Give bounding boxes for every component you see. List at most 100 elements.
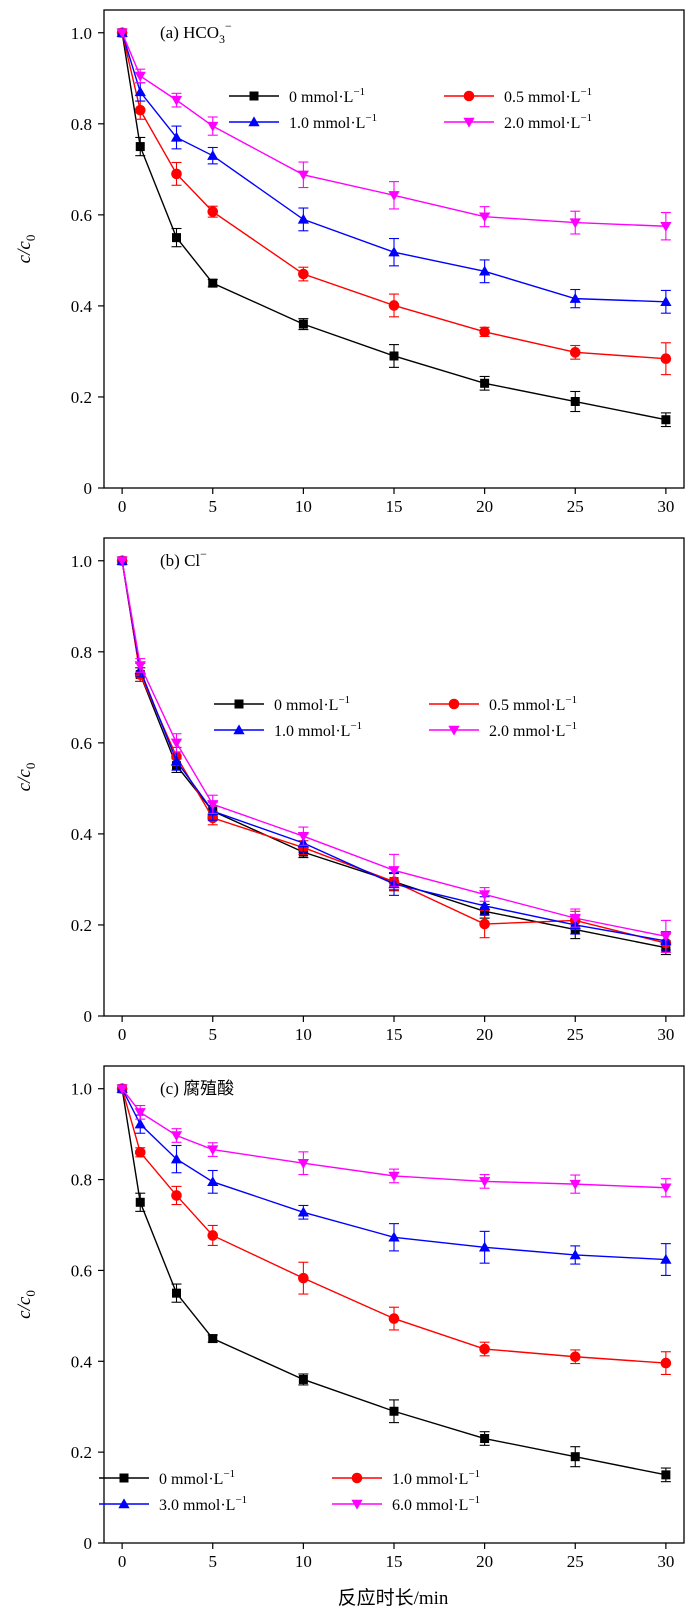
legend-label: 1.0 mmol·L−1 (274, 720, 362, 740)
data-point (569, 1179, 581, 1190)
y-tick-label: 0 (84, 479, 93, 498)
data-point (134, 71, 146, 82)
chart-panel-3: 0 5 10 15 20 25 30 0 0.2 0.4 0.6 0.8 1.0 c/c0 (c) 腐殖酸 0… (14, 1065, 685, 1571)
data-point (207, 1145, 219, 1156)
data-point (661, 1470, 671, 1480)
x-tick-label: 15 (386, 1025, 403, 1044)
x-tick-label: 25 (567, 497, 584, 516)
x-tick-label: 10 (295, 497, 312, 516)
data-point (570, 1452, 580, 1462)
x-axis-title: 反应时长/min (338, 1587, 449, 1609)
legend-label: 0.5 mmol·L−1 (489, 694, 577, 714)
x-tick-label: 15 (386, 497, 403, 516)
legend: 0 mmol·L−1 1.0 mmol·L−1 3.0 mmol·L−1 6.0 mm… (99, 1468, 480, 1514)
data-point (297, 170, 309, 181)
data-point (208, 278, 218, 288)
legend-label: 2.0 mmol·L−1 (504, 112, 592, 132)
data-point (479, 900, 491, 911)
data-point (479, 265, 491, 276)
x-tick-label: 20 (476, 497, 493, 516)
data-point (170, 131, 183, 142)
data-point (207, 150, 219, 160)
y-tick-label: 0.6 (71, 206, 92, 225)
data-point (207, 800, 219, 810)
legend-label: 0 mmol·L−1 (289, 86, 365, 106)
data-point (569, 292, 581, 303)
data-point (388, 191, 400, 201)
data-point (298, 268, 309, 280)
y-tick-label: 0.8 (71, 115, 92, 134)
data-point (389, 1406, 399, 1416)
legend-marker (463, 117, 475, 128)
x-tick-label: 30 (657, 1025, 674, 1044)
series-4 (116, 556, 672, 953)
data-point (569, 218, 581, 229)
y-tick-label: 1.0 (71, 552, 92, 571)
legend-marker (234, 699, 244, 709)
x-tick-label: 0 (118, 1025, 127, 1044)
data-point (172, 1288, 181, 1298)
x-tick-label: 20 (476, 1025, 493, 1044)
y-tick-label: 0 (84, 1007, 93, 1026)
legend-marker (248, 116, 260, 127)
x-tick-label: 20 (476, 1552, 493, 1571)
legend-label: 1.0 mmol·L−1 (392, 1468, 480, 1488)
data-point (569, 1249, 581, 1260)
data-point (479, 1241, 491, 1252)
data-point (480, 1434, 490, 1444)
y-axis-title: c/c0 (14, 1290, 38, 1319)
data-point (135, 1197, 145, 1207)
data-point (171, 1190, 182, 1201)
chart-panel-2: 0 5 10 15 20 25 30 0 0.2 0.4 0.6 0.8 1.0 c/c0 (b) Cl− 0… (14, 537, 685, 1044)
data-point (569, 913, 581, 924)
data-point (388, 1231, 400, 1242)
legend-marker (448, 698, 460, 710)
x-tick-label: 25 (567, 1025, 584, 1044)
legend-label: 6.0 mmol·L−1 (392, 1494, 480, 1514)
series-3 (116, 1083, 672, 1276)
y-axis-title: c/c0 (14, 235, 38, 264)
y-tick-label: 0.2 (71, 916, 92, 935)
y-tick-label: 0.2 (71, 388, 92, 407)
data-point (207, 206, 219, 217)
series-4 (116, 28, 672, 241)
y-axis-title: c/c0 (14, 763, 38, 792)
legend-marker (463, 90, 475, 102)
y-tick-label: 0.6 (71, 734, 92, 753)
data-point (170, 1153, 183, 1164)
panel-label: (c) 腐殖酸 (160, 1079, 234, 1098)
legend-label: 0 mmol·L−1 (274, 694, 350, 714)
legend-marker (351, 1499, 363, 1510)
legend-label: 2.0 mmol·L−1 (489, 720, 577, 740)
series-3 (116, 27, 672, 314)
data-point (297, 1206, 309, 1217)
series-1 (117, 1084, 671, 1483)
legend-label: 0 mmol·L−1 (159, 1468, 235, 1488)
y-tick-label: 0.6 (71, 1261, 92, 1280)
x-tick-label: 5 (209, 1025, 218, 1044)
x-tick-label: 10 (295, 1025, 312, 1044)
legend-marker (351, 1472, 363, 1484)
data-point (479, 1177, 491, 1188)
legend-marker (233, 724, 245, 735)
data-point (208, 1334, 218, 1344)
x-tick-label: 30 (657, 497, 674, 516)
x-tick-label: 5 (209, 497, 218, 516)
data-point (388, 1313, 400, 1324)
data-point (479, 918, 490, 930)
y-tick-label: 0.4 (71, 1352, 93, 1371)
legend-label: 3.0 mmol·L−1 (159, 1494, 247, 1514)
y-tick-label: 1.0 (71, 1080, 92, 1099)
data-point (388, 246, 400, 257)
data-point (207, 1176, 219, 1187)
data-point (660, 1357, 672, 1369)
data-point (388, 300, 400, 311)
data-point (298, 1374, 308, 1384)
data-point (570, 397, 580, 407)
legend-marker (118, 1498, 130, 1509)
legend-marker (249, 91, 259, 101)
data-point (134, 86, 146, 97)
plot-frame (103, 537, 685, 1017)
data-point (569, 347, 581, 358)
data-point (172, 233, 181, 243)
